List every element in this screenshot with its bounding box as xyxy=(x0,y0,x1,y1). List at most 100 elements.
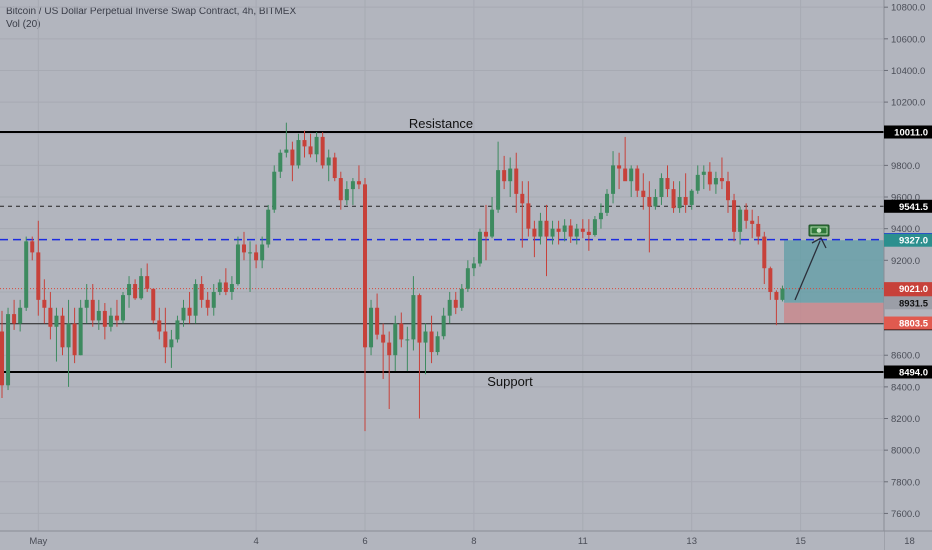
candle-body xyxy=(750,220,755,224)
price-axis[interactable]: 7600.07800.08000.08200.08400.08600.08800… xyxy=(883,0,932,550)
arrow-head-icon xyxy=(811,237,827,249)
level-badge: 10011.0 xyxy=(884,125,932,139)
candle-body xyxy=(701,171,706,175)
candle-body xyxy=(544,220,549,237)
target-zone[interactable] xyxy=(784,240,884,303)
candle-body xyxy=(157,320,162,332)
candle-body xyxy=(719,178,724,182)
svg-text:9021.0: 9021.0 xyxy=(899,284,928,295)
candle-body xyxy=(163,331,168,348)
candle-body xyxy=(635,168,640,191)
candle-body xyxy=(471,263,476,269)
y-tick-label: 8600.0 xyxy=(891,351,920,362)
x-tick-label: 11 xyxy=(578,536,588,547)
candle-body xyxy=(683,197,688,205)
candle-body xyxy=(417,295,422,343)
candle-body xyxy=(756,223,761,237)
candle-body xyxy=(266,209,271,245)
candle-body xyxy=(780,288,785,300)
candle-body xyxy=(193,284,198,316)
candle-body xyxy=(375,307,380,335)
time-axis[interactable]: May468111315182022 xyxy=(0,530,932,550)
candle-body xyxy=(453,299,458,308)
y-tick-label: 9600.0 xyxy=(891,193,920,204)
candle-body xyxy=(496,170,501,210)
candle-body xyxy=(260,244,265,261)
candle-body xyxy=(538,220,543,237)
candle-body xyxy=(223,282,228,292)
projection-arrow[interactable] xyxy=(794,240,821,301)
candle-body xyxy=(641,190,646,198)
candle-body xyxy=(580,228,585,232)
candle-body xyxy=(278,152,283,172)
candle-body xyxy=(199,284,204,300)
candle-body xyxy=(114,315,119,321)
x-tick-label: 4 xyxy=(253,536,258,547)
candle-body xyxy=(54,315,59,327)
svg-text:9327.0: 9327.0 xyxy=(899,236,928,247)
candle-body xyxy=(84,299,89,308)
candle-body xyxy=(520,193,525,204)
candle-body xyxy=(411,295,416,340)
money-icon[interactable] xyxy=(808,224,830,237)
candles xyxy=(0,122,785,432)
candle-body xyxy=(435,336,440,353)
svg-text:10011.0: 10011.0 xyxy=(894,128,928,139)
candle-body xyxy=(653,197,658,207)
candle-body xyxy=(217,282,222,292)
candle-body xyxy=(96,310,101,321)
support-label: Support xyxy=(487,374,533,389)
candle-body xyxy=(665,178,670,190)
candle-body xyxy=(24,241,29,308)
candle-body xyxy=(66,323,71,348)
y-tick-label: 9400.0 xyxy=(891,224,920,235)
candle-body xyxy=(399,323,404,340)
candle-body xyxy=(90,299,95,321)
candle-body xyxy=(550,228,555,237)
chart-title: Bitcoin / US Dollar Perpetual Inverse Sw… xyxy=(6,6,297,17)
candle-body xyxy=(139,276,144,299)
candle-body xyxy=(405,339,410,341)
candle-body xyxy=(508,168,513,182)
target-badge: 9327.0 xyxy=(884,233,932,247)
candle-body xyxy=(768,268,773,292)
candle-body xyxy=(290,149,295,166)
entry-badge: 8931.5 xyxy=(884,296,932,310)
candle-body xyxy=(592,219,597,235)
candle-body xyxy=(356,181,361,185)
y-tick-label: 10800.0 xyxy=(891,3,925,14)
grid xyxy=(0,0,910,531)
candle-body xyxy=(296,140,301,166)
candle-body xyxy=(441,315,446,337)
candle-body xyxy=(60,315,65,348)
candle-body xyxy=(344,189,349,201)
candle-body xyxy=(689,190,694,205)
candle-body xyxy=(48,307,53,327)
candle-body xyxy=(514,168,519,194)
candle-body xyxy=(326,157,331,166)
candle-body xyxy=(381,334,386,343)
candle-body xyxy=(647,197,652,207)
candle-body xyxy=(205,299,210,308)
y-tick-label: 7600.0 xyxy=(891,509,920,520)
candle-body xyxy=(695,174,700,191)
candle-body xyxy=(314,136,319,155)
candle-body xyxy=(42,299,47,308)
stop-zone[interactable] xyxy=(784,302,884,324)
candle-body xyxy=(78,307,83,356)
resistance-label: Resistance xyxy=(409,116,473,131)
candle-body xyxy=(235,244,240,285)
candle-body xyxy=(332,157,337,179)
y-tick-label: 10400.0 xyxy=(891,66,925,77)
candle-body xyxy=(248,252,253,254)
candle-body xyxy=(562,225,567,232)
svg-text:8494.0: 8494.0 xyxy=(899,368,928,379)
candle-body xyxy=(459,288,464,308)
candle-body xyxy=(350,181,355,190)
candle-body xyxy=(611,165,616,194)
candle-body xyxy=(169,339,174,348)
candle-body xyxy=(762,236,767,269)
candle-body xyxy=(617,165,622,169)
x-tick-label: 15 xyxy=(795,536,806,547)
